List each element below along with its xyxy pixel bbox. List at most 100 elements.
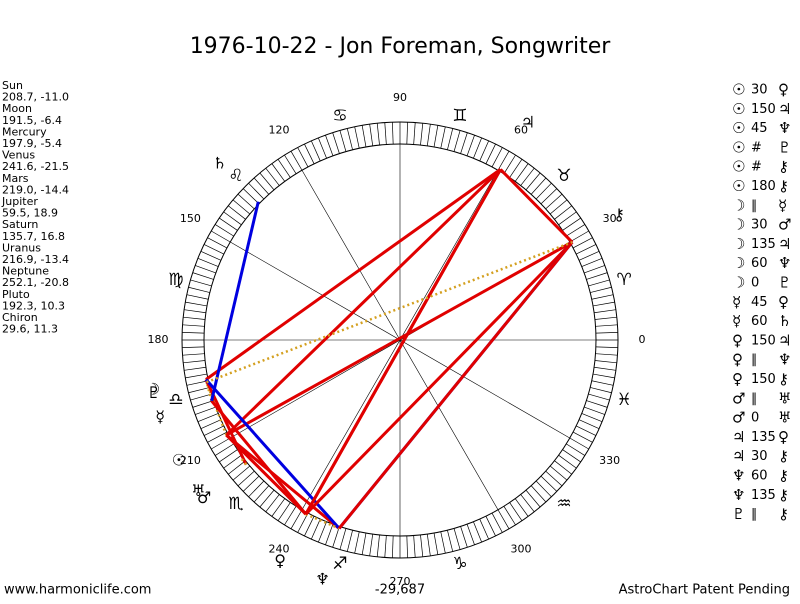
planet-name: Mercury [2, 125, 47, 138]
aspect-a: ☿ [732, 312, 741, 330]
degree-tick [554, 205, 573, 220]
degree-tick [595, 332, 618, 334]
degree-tick [297, 512, 309, 533]
planet-glyph: ♇ [147, 383, 161, 402]
aspect-type: 30 [751, 218, 768, 233]
center-label: -29,687 [375, 583, 425, 598]
aspect-line [304, 241, 574, 516]
degree-tick [584, 265, 605, 274]
degree-tick [200, 419, 222, 429]
degree-label: 330 [599, 454, 620, 467]
degree-tick [200, 251, 222, 261]
degree-tick [339, 528, 347, 550]
aspect-a: ♂ [732, 409, 745, 427]
aspect-a: ♃ [732, 428, 745, 446]
aspect-type: 0 [751, 276, 759, 291]
degree-tick [426, 534, 431, 556]
aspect-b: ♄ [778, 312, 791, 330]
degree-tick [535, 182, 552, 200]
aspect-a: ♀ [732, 351, 743, 369]
degree-tick [562, 449, 581, 463]
degree-tick [595, 324, 618, 327]
planet-glyph: ☿ [155, 407, 165, 426]
degree-tick [545, 470, 563, 487]
degree-label: 0 [639, 333, 646, 346]
degree-tick [497, 151, 510, 171]
sign-glyph: ♉ [556, 166, 571, 186]
degree-tick [219, 217, 238, 231]
planet-glyph: ♄ [212, 153, 226, 172]
degree-tick [594, 309, 616, 314]
aspect-a: ☽ [732, 254, 745, 272]
degree-tick [332, 526, 340, 548]
degree-tick [485, 143, 496, 164]
degree-tick [227, 460, 246, 475]
planet-glyph: ☉ [172, 451, 186, 470]
aspect-a: ♆ [732, 486, 745, 504]
degree-tick [259, 172, 275, 191]
degree-tick [182, 324, 205, 327]
degree-tick [594, 316, 617, 320]
aspect-b: ♆ [778, 254, 791, 272]
degree-tick [318, 521, 327, 543]
degree-tick [237, 470, 255, 487]
planet-coords: 219.0, -14.4 [2, 183, 69, 196]
aspect-b: ♆ [778, 119, 791, 137]
aspect-line [206, 241, 573, 384]
degree-tick [203, 244, 224, 255]
degree-tick [572, 431, 593, 443]
degree-tick [369, 124, 374, 146]
aspect-type: 135 [751, 488, 776, 503]
aspect-a: ☉ [732, 119, 745, 137]
degree-tick [530, 485, 547, 503]
degree-tick [188, 387, 210, 394]
aspect-type: 135 [751, 237, 776, 252]
degree-tick [392, 535, 394, 558]
degree-tick [265, 494, 280, 513]
aspect-line [210, 201, 260, 402]
planet-coords: 252.1, -20.8 [2, 276, 69, 289]
degree-tick [384, 535, 387, 558]
degree-tick [192, 272, 214, 280]
degree-tick [460, 132, 468, 154]
degree-tick [447, 530, 454, 552]
degree-tick [433, 125, 439, 148]
degree-tick [572, 237, 593, 249]
degree-tick [581, 258, 603, 267]
degree-tick [520, 167, 535, 186]
aspect-b: ♇ [778, 274, 791, 292]
sign-glyph: ♓ [616, 390, 631, 410]
aspect-type: # [751, 160, 762, 175]
degree-tick [420, 123, 424, 146]
aspect-type: # [751, 140, 762, 155]
aspect-b: ⚷ [778, 505, 789, 523]
degree-tick [346, 128, 353, 150]
degree-tick [346, 530, 353, 552]
degree-tick [588, 393, 610, 401]
aspect-type: 150 [751, 102, 776, 117]
degree-tick [591, 294, 614, 300]
degree-tick [578, 251, 600, 261]
aspect-line [240, 458, 248, 466]
degree-tick [594, 366, 616, 371]
degree-tick [284, 154, 297, 174]
aspect-type: ∥ [751, 391, 758, 406]
degree-tick [182, 332, 205, 334]
aspect-type: 0 [751, 411, 759, 426]
aspect-a: ☿ [732, 293, 741, 311]
aspect-a: ♇ [732, 505, 745, 523]
planet-coords: 135.7, 16.8 [2, 230, 65, 243]
degree-tick [473, 137, 482, 159]
degree-tick [185, 373, 208, 379]
aspect-type: ∥ [751, 353, 758, 368]
degree-tick [197, 413, 219, 422]
degree-tick [223, 211, 242, 226]
aspect-type: 135 [751, 430, 776, 445]
degree-tick [460, 526, 468, 548]
degree-tick [185, 301, 208, 307]
degree-tick [566, 443, 586, 456]
degree-tick [182, 346, 205, 348]
degree-label: 30 [603, 212, 617, 225]
aspect-a: ☉ [732, 158, 745, 176]
degree-tick [503, 506, 516, 526]
